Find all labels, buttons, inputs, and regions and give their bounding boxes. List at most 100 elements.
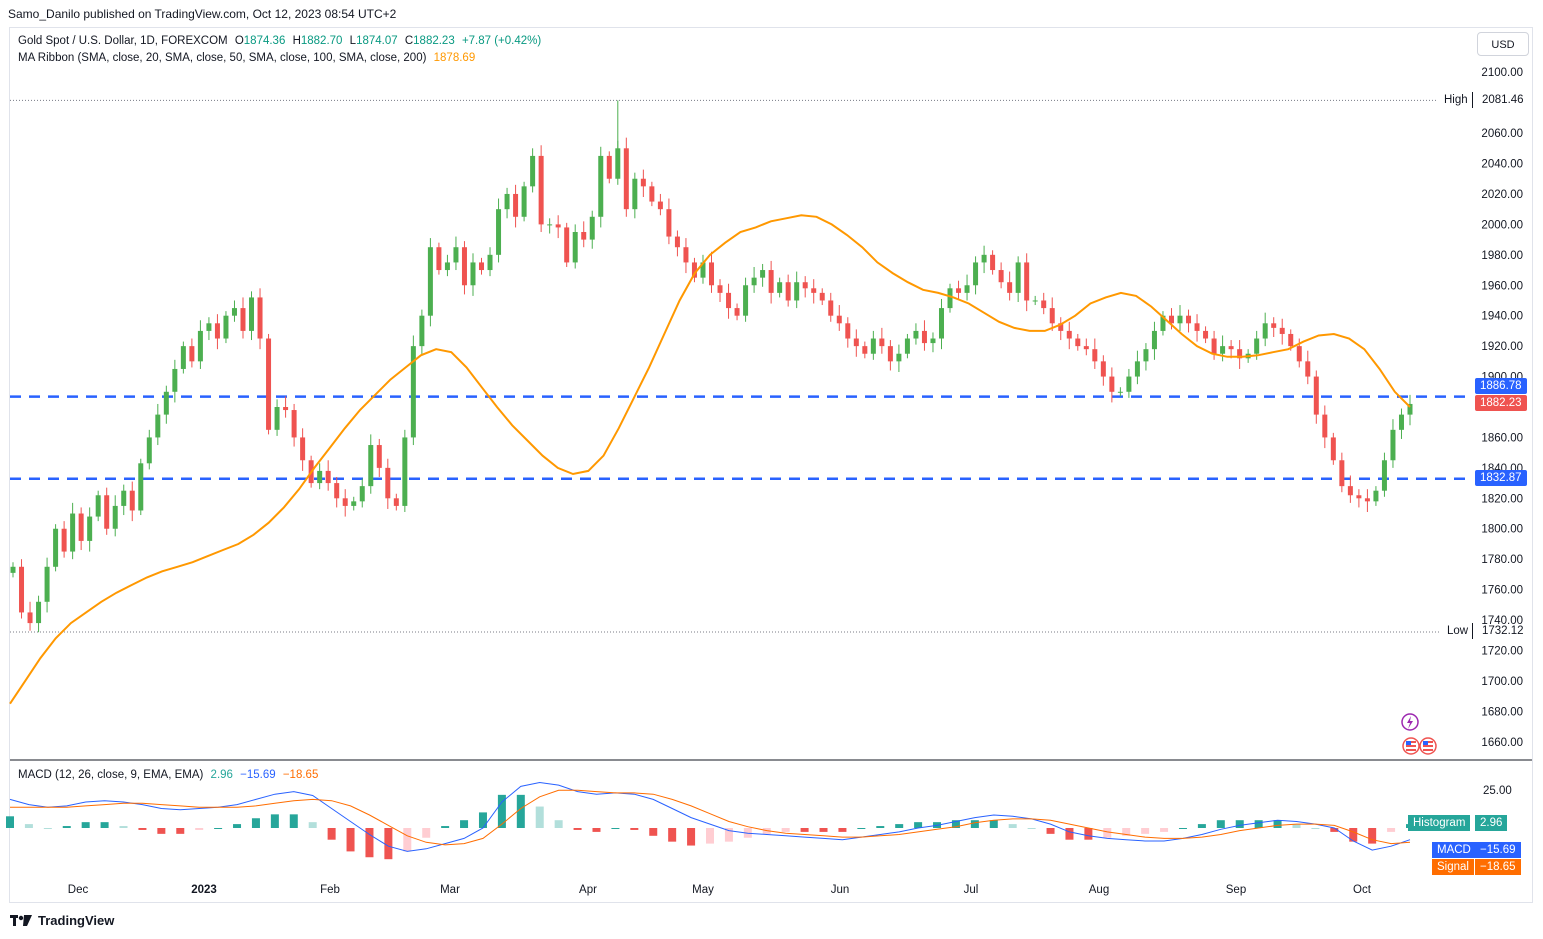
candle-body [317,470,323,484]
candle [444,254,450,277]
candle [1015,256,1021,302]
candle [104,487,110,535]
candle [700,254,706,284]
candle [640,169,646,197]
footer[interactable]: TradingView [10,913,114,928]
candle [1373,486,1379,506]
candle [1322,405,1328,449]
candle-body [231,308,237,316]
histogram-bar [800,828,809,832]
candle-body [197,330,203,362]
price-legend: Gold Spot / U.S. Dollar, 1D, FOREXCOM O1… [18,35,545,47]
legend-high-label: H [292,35,301,47]
ma-legend-label: MA Ribbon (SMA, close, 20, SMA, close, 5… [18,52,427,64]
candle [95,490,101,522]
low-label-tag: Low [1442,623,1474,639]
histogram-bar [1197,824,1206,828]
current-price-tag: 1882.23 [1475,395,1527,411]
ma-ribbon [9,214,1411,705]
candle [129,481,135,522]
candle [1390,419,1396,468]
histogram-bar [1216,820,1225,828]
candle [606,151,612,184]
histogram-bar [214,828,223,829]
candle [325,460,331,491]
candle-body [947,288,953,309]
histogram-bar [1292,824,1301,828]
candle [513,184,519,228]
currency-button[interactable]: USD [1477,32,1529,56]
tradingview-logo-icon [10,914,32,926]
candle-body [487,254,493,271]
candle [1109,367,1115,403]
candle-body [623,148,629,210]
candle [44,557,50,613]
histogram-bar [895,824,904,828]
candle [87,507,93,552]
histogram-bar [1235,820,1244,828]
candle-body [1024,262,1030,301]
candle [1279,318,1285,345]
candle [257,288,263,350]
candle-body [1271,323,1277,328]
candle [249,291,255,341]
x-tick-label: May [692,884,714,896]
candle [990,250,996,275]
y-tick-label: 2040.00 [1481,159,1523,171]
candle [538,145,544,232]
candle-body [1194,323,1200,331]
x-tick-label: Oct [1353,884,1372,896]
candle [138,458,144,516]
candle-body [129,490,135,511]
candle [1194,314,1200,342]
candle-body [700,262,706,278]
candle-body [283,407,289,411]
candle-body [1296,346,1302,362]
candle-body [657,201,663,210]
legend-close-label: C [404,35,414,47]
y-tick-label: 1680.00 [1481,706,1523,718]
candle [1262,312,1268,347]
candle-body [504,193,510,210]
candle [1381,452,1387,497]
histogram-bar [138,828,147,830]
candle [300,428,306,471]
candle-body [785,282,791,301]
candle-body [427,247,433,316]
candle [683,238,689,274]
histogram-bar [1065,828,1074,840]
histogram-bar [876,826,885,828]
candle [1398,408,1404,439]
candle [1075,333,1081,351]
candle [674,230,680,257]
candle [70,502,76,560]
candle [402,429,408,512]
chart-frame[interactable] [9,27,1533,903]
candle [521,181,527,222]
candle-body [1262,323,1268,339]
candle [1186,309,1192,333]
candle-body [581,232,587,240]
histogram-bar [554,820,563,828]
candle [709,251,714,293]
candle-body [1322,414,1328,438]
candles [10,100,1413,633]
candle-body [155,414,161,438]
candle-body [521,186,527,217]
y-tick-label: 1860.00 [1481,432,1523,444]
candle-body [589,216,595,240]
candle [811,279,817,304]
candle [1126,368,1132,398]
candle [691,257,697,283]
candle-body [53,528,59,567]
candle [351,496,357,511]
candle-body [1066,330,1072,339]
candle-body [1211,338,1217,354]
candle-body [470,262,476,286]
candle-body [1220,346,1226,354]
candle [504,187,510,219]
y-tick-label: 1940.00 [1481,311,1523,323]
candle-body [547,224,553,226]
candle-body [214,323,220,339]
